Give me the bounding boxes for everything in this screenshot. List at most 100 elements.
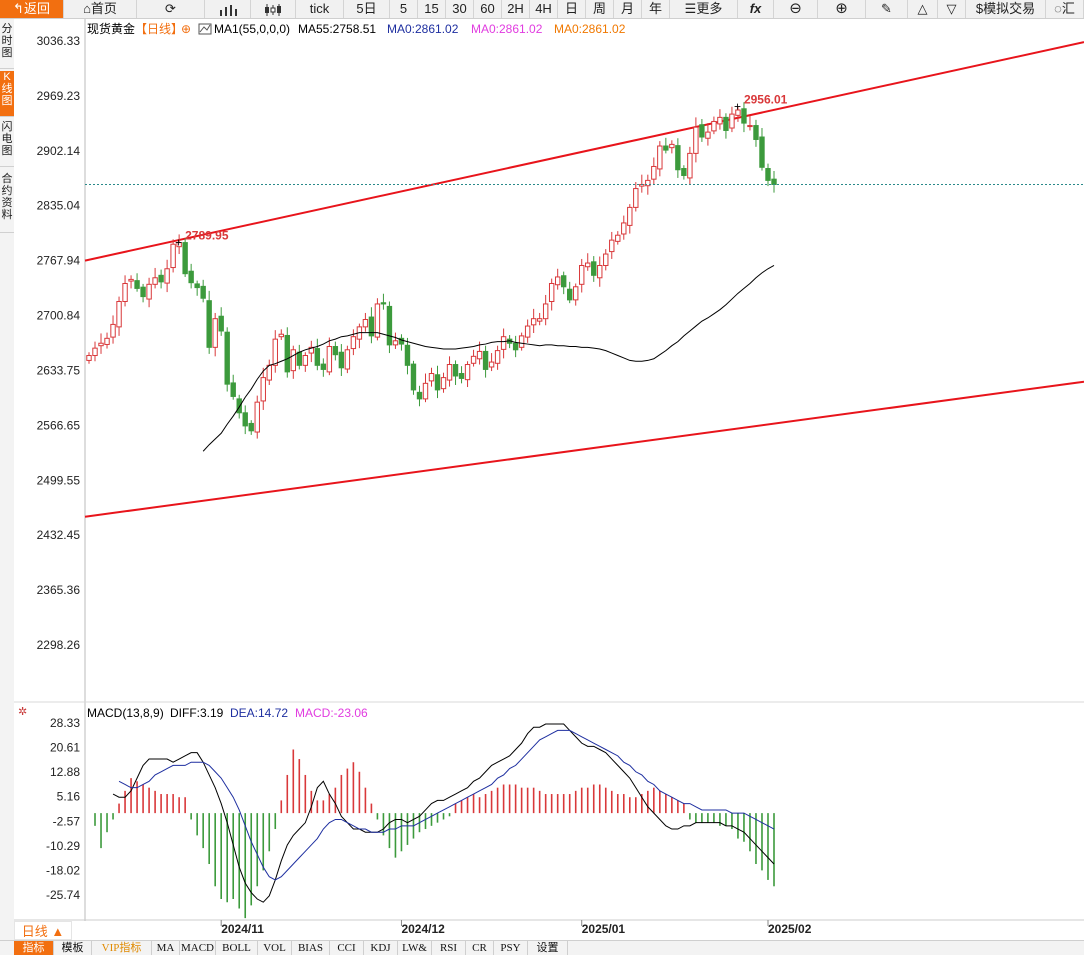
- candle-body: [188, 270, 194, 284]
- indicator-tab-11[interactable]: RSI: [432, 941, 466, 955]
- triangle-up-button[interactable]: △: [908, 0, 938, 18]
- candle-body: [591, 261, 597, 276]
- sidebar-item-kline[interactable]: K线图: [0, 71, 14, 117]
- tick-button[interactable]: tick: [296, 0, 344, 18]
- indicator-tab-6[interactable]: VOL: [258, 941, 292, 955]
- period-5day-button[interactable]: 5日: [344, 0, 390, 18]
- candle-body: [512, 342, 519, 351]
- time-tick-label: 2025/02: [768, 922, 812, 936]
- indicator-tab-1[interactable]: 模板: [54, 941, 92, 955]
- indicator-tab-7[interactable]: BIAS: [292, 941, 330, 955]
- candle-body: [633, 188, 639, 208]
- zoom-in-button[interactable]: ⊕: [818, 0, 866, 18]
- period-4h-button[interactable]: 4H: [530, 0, 558, 18]
- period-month-button[interactable]: 月: [614, 0, 642, 18]
- candle-body: [302, 355, 309, 366]
- top-toolbar: ↰返回 ⌂首页 ⟳ tick 5日 5 15 30 60 2H 4H 日 周 月…: [0, 0, 1084, 19]
- diff-line: [112, 723, 775, 903]
- price-axis: 3036.33 2969.23 2902.14 2835.04 2767.94 2700.…: [37, 34, 81, 652]
- indicator-tab-8[interactable]: CCI: [330, 941, 364, 955]
- indicator-tab-10[interactable]: LW&: [398, 941, 432, 955]
- indicator-tab-9[interactable]: KDJ: [364, 941, 398, 955]
- candle-body: [350, 336, 357, 350]
- bar-chart-button[interactable]: [205, 0, 251, 18]
- candle-body: [404, 344, 411, 366]
- price-tick-label: 2432.45: [37, 528, 81, 542]
- candle-body: [615, 234, 621, 242]
- home-button[interactable]: ⌂首页: [64, 0, 137, 18]
- candle-body: [440, 377, 447, 390]
- indicator-tab-5[interactable]: BOLL: [216, 941, 258, 955]
- annotations: +2956.01+ 2789.95: [175, 93, 788, 250]
- formula-button[interactable]: fx: [738, 0, 774, 18]
- period-week-button[interactable]: 周: [586, 0, 614, 18]
- price-tick-label: 2365.36: [37, 583, 81, 597]
- period-day-button[interactable]: 日: [558, 0, 586, 18]
- period-15min-button[interactable]: 15: [418, 0, 446, 18]
- indicator-tab-13[interactable]: PSY: [494, 941, 528, 955]
- candle-body: [272, 338, 278, 366]
- macd-tick-label: -18.02: [46, 863, 80, 877]
- candle-body: [711, 120, 717, 132]
- draw-button[interactable]: ✎: [866, 0, 908, 18]
- macd-tick-label: -10.29: [46, 839, 80, 853]
- sidebar-item-flash[interactable]: 闪电图: [0, 121, 14, 167]
- period-year-button[interactable]: 年: [642, 0, 670, 18]
- price-tick-label: 2298.26: [37, 638, 81, 652]
- macd-tick-label: 12.88: [50, 765, 80, 779]
- time-tick-label: 2024/11: [221, 922, 264, 936]
- period-30min-button[interactable]: 30: [446, 0, 474, 18]
- candle-body: [368, 316, 375, 337]
- circle-icon: ◌: [1054, 1, 1062, 16]
- period-selector-button[interactable]: 日线 ▲: [14, 921, 72, 940]
- candle-body: [567, 288, 573, 301]
- sim-trade-button[interactable]: $模拟交易: [966, 0, 1046, 18]
- period-5min-button[interactable]: 5: [390, 0, 418, 18]
- candle-body: [374, 303, 381, 338]
- indicator-tab-14[interactable]: 设置: [528, 941, 568, 955]
- candle-body: [212, 318, 218, 348]
- candle-body: [344, 349, 351, 370]
- indicator-tab-4[interactable]: MACD: [180, 941, 216, 955]
- indicator-tab-0[interactable]: 指标: [14, 941, 54, 955]
- ma55-line: [202, 265, 775, 452]
- candle-body: [140, 286, 146, 298]
- period-2h-button[interactable]: 2H: [502, 0, 530, 18]
- macd-value-label: MACD:-23.06: [295, 706, 368, 720]
- candle-body: [260, 377, 266, 402]
- candle-body: [753, 125, 759, 140]
- candle-body: [579, 264, 585, 285]
- sidebar-item-contract[interactable]: 合约资料: [0, 173, 14, 233]
- candle-body: [422, 382, 429, 400]
- candlestick-button[interactable]: [251, 0, 296, 18]
- macd-dea-label: DEA:14.72: [230, 706, 288, 720]
- back-button[interactable]: ↰返回: [0, 0, 64, 18]
- sidebar-item-timeshare[interactable]: 分时图: [0, 23, 14, 69]
- candle-body: [116, 301, 122, 328]
- indicator-tab-12[interactable]: CR: [466, 941, 494, 955]
- dollar-icon: $: [975, 1, 984, 16]
- indicator-tab-2[interactable]: VIP指标: [92, 941, 152, 955]
- period-60min-button[interactable]: 60: [474, 0, 502, 18]
- indicator-tab-3[interactable]: MA: [152, 941, 180, 955]
- candle-body: [530, 318, 537, 326]
- candle-body: [488, 361, 495, 368]
- candle-body: [182, 242, 188, 275]
- candle-body: [332, 346, 339, 356]
- price-tick-label: 2835.04: [37, 199, 81, 213]
- macd-settings-icon[interactable]: ✲: [18, 706, 27, 718]
- dea-line: [118, 729, 775, 881]
- symbol-label: 现货黄金: [87, 21, 135, 36]
- refresh-button[interactable]: ⟳: [137, 0, 205, 18]
- more-button[interactable]: ☰更多: [670, 0, 738, 18]
- candle-body: [621, 222, 627, 235]
- zoom-out-button[interactable]: ⊖: [774, 0, 818, 18]
- candle-body: [759, 136, 765, 168]
- candle-body: [176, 242, 182, 248]
- candle-body: [428, 373, 435, 382]
- settings-circle-icon[interactable]: ⊕: [181, 22, 191, 36]
- exchange-button[interactable]: ◌汇: [1046, 0, 1084, 18]
- candle-body: [434, 374, 441, 391]
- triangle-down-button[interactable]: ▽: [938, 0, 966, 18]
- kline-chart[interactable]: 现货黄金 【日线】 ⊕ MA1(55,0,0,0) MA55:2758.51 M…: [14, 19, 1084, 940]
